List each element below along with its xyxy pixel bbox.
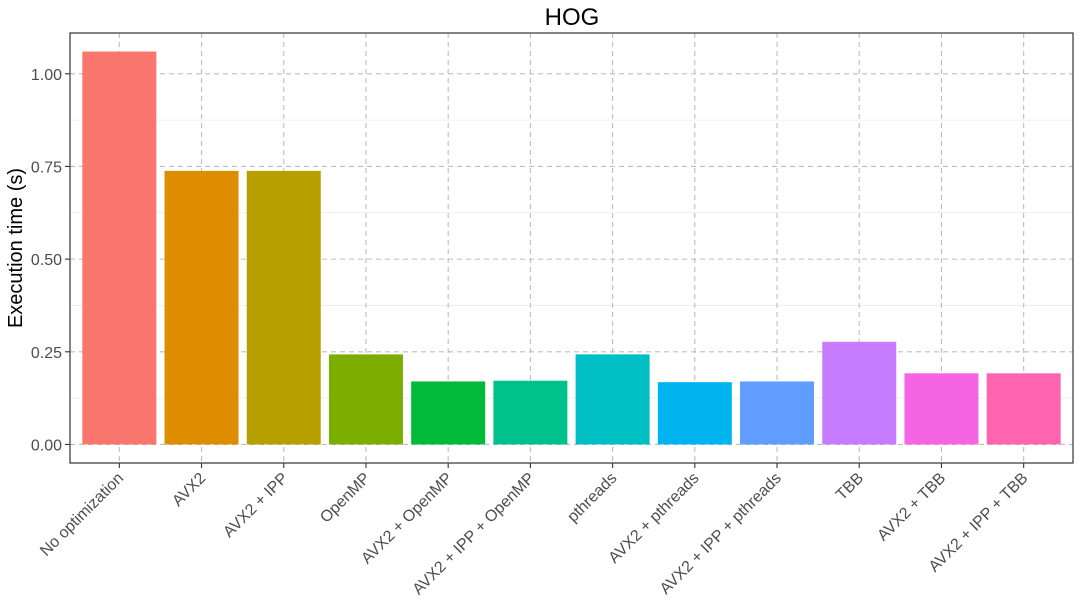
x-axis-ticks: No optimization AVX2 AVX2 + IPP OpenMPAVX2 …	[37, 463, 1032, 598]
plot-panel-border	[69, 32, 1074, 464]
bar	[904, 373, 979, 445]
x-tick-label: AVX2	[169, 470, 209, 510]
bar	[986, 373, 1061, 445]
y-axis-title: Execution time (s)	[5, 168, 27, 328]
x-tick-label: AVX2 + TBB	[874, 470, 949, 545]
bar	[246, 170, 321, 445]
y-tick-label: 0.00	[31, 437, 62, 454]
y-tick-label: 0.50	[31, 252, 62, 269]
x-tick-label: AVX2 + OpenMP	[358, 470, 456, 568]
y-tick-label: 1.00	[31, 67, 62, 84]
bar	[164, 170, 239, 445]
bars	[82, 51, 1061, 445]
bar	[493, 380, 568, 445]
bar	[657, 382, 732, 445]
bar	[82, 51, 157, 445]
bar	[575, 354, 650, 445]
chart-title: HOG	[545, 4, 600, 31]
x-tick-label: AVX2 + pthreads	[606, 470, 703, 567]
bar	[411, 381, 486, 445]
bar	[822, 341, 897, 445]
y-tick-label: 0.75	[31, 159, 62, 176]
x-tick-label: OpenMP	[317, 470, 374, 527]
bar	[328, 354, 403, 445]
y-axis-ticks: 0.00 0.25 0.50 0.75 1.00	[31, 67, 70, 454]
x-tick-label: AVX2 + IPP	[220, 470, 291, 541]
x-tick-label: pthreads	[564, 470, 620, 526]
x-tick-label: TBB	[833, 470, 867, 504]
bar	[740, 381, 815, 445]
x-tick-label: No optimization	[37, 470, 127, 560]
y-tick-label: 0.25	[31, 345, 62, 362]
